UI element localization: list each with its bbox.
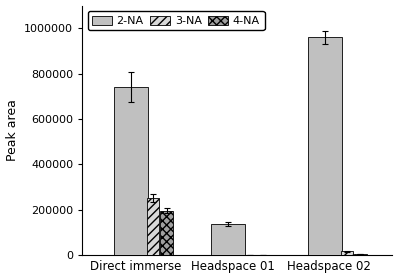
- Bar: [146, 198, 159, 255]
- Bar: [308, 37, 341, 255]
- Bar: [114, 87, 148, 255]
- Y-axis label: Peak area: Peak area: [6, 99, 19, 161]
- Bar: [354, 254, 367, 255]
- Bar: [341, 251, 353, 255]
- Legend: 2-NA, 3-NA, 4-NA: 2-NA, 3-NA, 4-NA: [88, 11, 265, 30]
- Bar: [211, 224, 244, 255]
- Bar: [160, 211, 173, 255]
